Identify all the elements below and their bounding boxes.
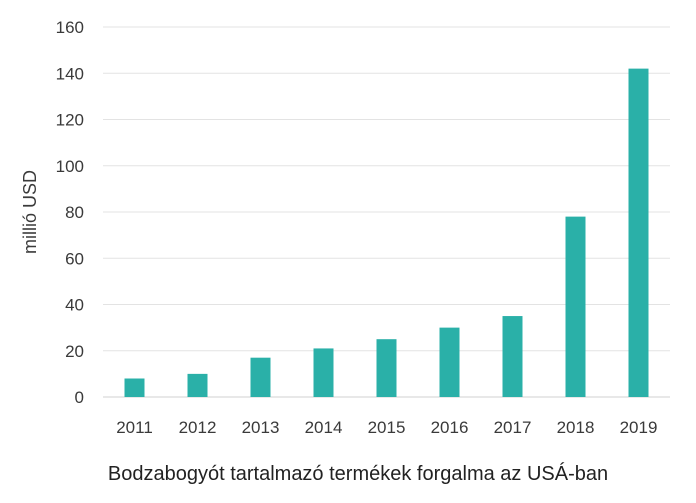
bar-2018 bbox=[565, 216, 586, 397]
y-tick-labels: 0 20 40 60 80 100 120 140 160 bbox=[56, 18, 84, 407]
y-tick-label: 140 bbox=[56, 64, 84, 83]
bar-2017 bbox=[502, 316, 523, 397]
y-tick-label: 40 bbox=[65, 296, 84, 315]
y-tick-label: 20 bbox=[65, 342, 84, 361]
x-tick-label: 2019 bbox=[620, 418, 658, 437]
bar-2012 bbox=[187, 373, 208, 397]
y-tick-label: 0 bbox=[75, 388, 84, 407]
y-axis-label: millió USD bbox=[20, 170, 40, 254]
x-tick-label: 2015 bbox=[368, 418, 406, 437]
bar-2016 bbox=[439, 327, 460, 397]
y-tick-label: 80 bbox=[65, 203, 84, 222]
y-tick-label: 60 bbox=[65, 249, 84, 268]
x-tick-labels: 2011 2012 2013 2014 2015 2016 2017 2018 2019 bbox=[116, 418, 657, 437]
bar-2019 bbox=[628, 68, 649, 397]
chart-caption: Bodzabogyót tartalmazó termékek forgalma… bbox=[108, 462, 608, 485]
y-tick-label: 100 bbox=[56, 157, 84, 176]
bar-2013 bbox=[250, 357, 271, 397]
y-tick-label: 160 bbox=[56, 18, 84, 37]
x-tick-label: 2018 bbox=[557, 418, 595, 437]
x-tick-label: 2013 bbox=[242, 418, 280, 437]
bars bbox=[124, 68, 649, 397]
bar-2015 bbox=[376, 339, 397, 397]
x-tick-label: 2014 bbox=[305, 418, 343, 437]
x-tick-label: 2017 bbox=[494, 418, 532, 437]
x-tick-label: 2012 bbox=[179, 418, 217, 437]
bar-2014 bbox=[313, 348, 334, 397]
y-tick-label: 120 bbox=[56, 111, 84, 130]
bar-2011 bbox=[124, 378, 145, 397]
x-tick-label: 2016 bbox=[431, 418, 469, 437]
x-tick-label: 2011 bbox=[116, 418, 153, 437]
gridlines bbox=[103, 26, 670, 398]
